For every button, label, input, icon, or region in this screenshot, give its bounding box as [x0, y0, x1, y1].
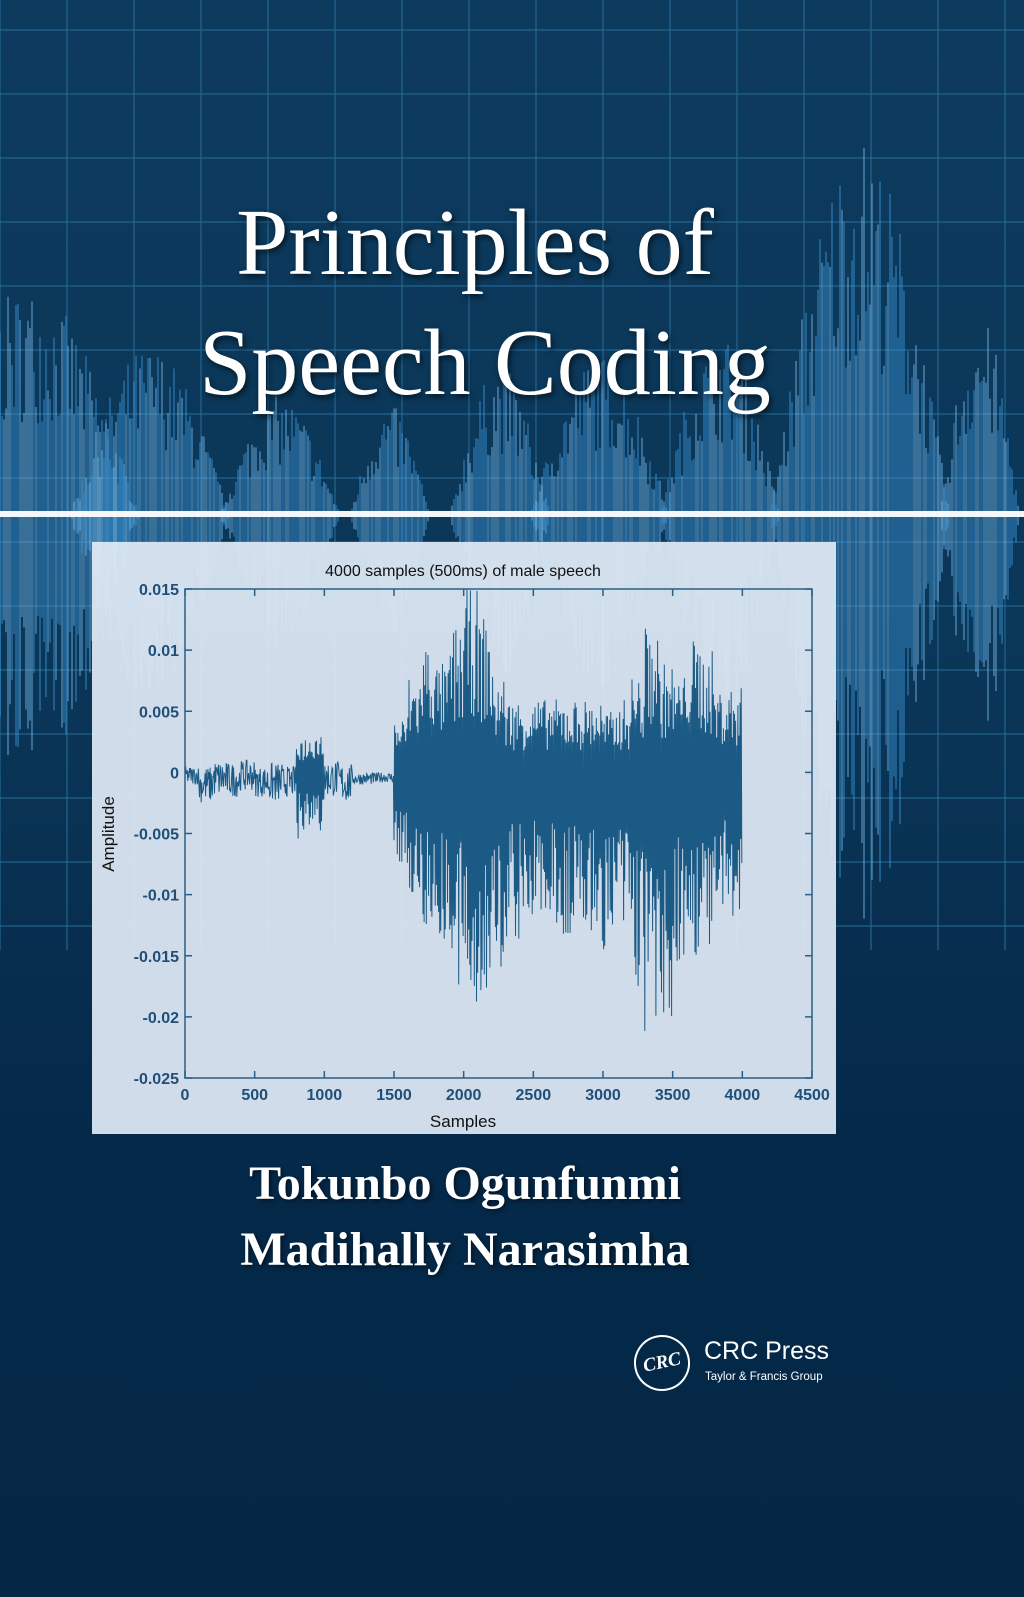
y-tick-label: 0.005: [139, 704, 179, 721]
plot-frame: [184, 588, 813, 1079]
x-tick-label: 1000: [307, 1087, 343, 1104]
chart-svg: 4000 samples (500ms) of male speech Samp…: [99, 563, 830, 1131]
waveform-series: [184, 589, 743, 1031]
y-tick-label: -0.015: [134, 949, 179, 966]
y-axis-label: Amplitude: [99, 796, 118, 872]
x-tick-label: 2500: [516, 1087, 552, 1104]
speech-waveform-chart: 4000 samples (500ms) of male speech Samp…: [92, 542, 836, 1134]
author-1: Tokunbo Ogunfunmi: [249, 1157, 681, 1210]
publisher-subtitle: Taylor & Francis Group: [705, 1371, 823, 1383]
y-tick-label: 0: [170, 765, 179, 782]
x-tick-label: 2000: [446, 1087, 482, 1104]
y-tick-label: -0.005: [134, 827, 179, 844]
title-line-2: Speech Coding: [199, 311, 771, 415]
publisher-name: CRC Press: [704, 1337, 830, 1365]
logo-text: CRC: [641, 1348, 683, 1377]
x-tick-label: 3500: [655, 1087, 691, 1104]
y-tick-label: 0.01: [148, 643, 179, 660]
x-tick-label: 3000: [585, 1087, 621, 1104]
y-tick-label: -0.02: [143, 1010, 180, 1027]
title-line-1: Principles of: [236, 191, 714, 295]
x-tick-label: 500: [241, 1087, 268, 1104]
y-tick-label: 0.015: [139, 582, 179, 599]
chart-title: 4000 samples (500ms) of male speech: [325, 563, 601, 580]
y-tick-label: -0.025: [134, 1071, 179, 1088]
x-tick-label: 0: [181, 1087, 190, 1104]
y-tick-label: -0.01: [143, 888, 180, 905]
crc-logo-icon: CRC: [628, 1329, 696, 1397]
x-tick-label: 4000: [725, 1087, 761, 1104]
author-2: Madihally Narasimha: [240, 1223, 690, 1276]
x-axis-label: Samples: [430, 1112, 496, 1131]
x-tick-label: 1500: [376, 1087, 412, 1104]
x-tick-label: 4500: [794, 1087, 830, 1104]
